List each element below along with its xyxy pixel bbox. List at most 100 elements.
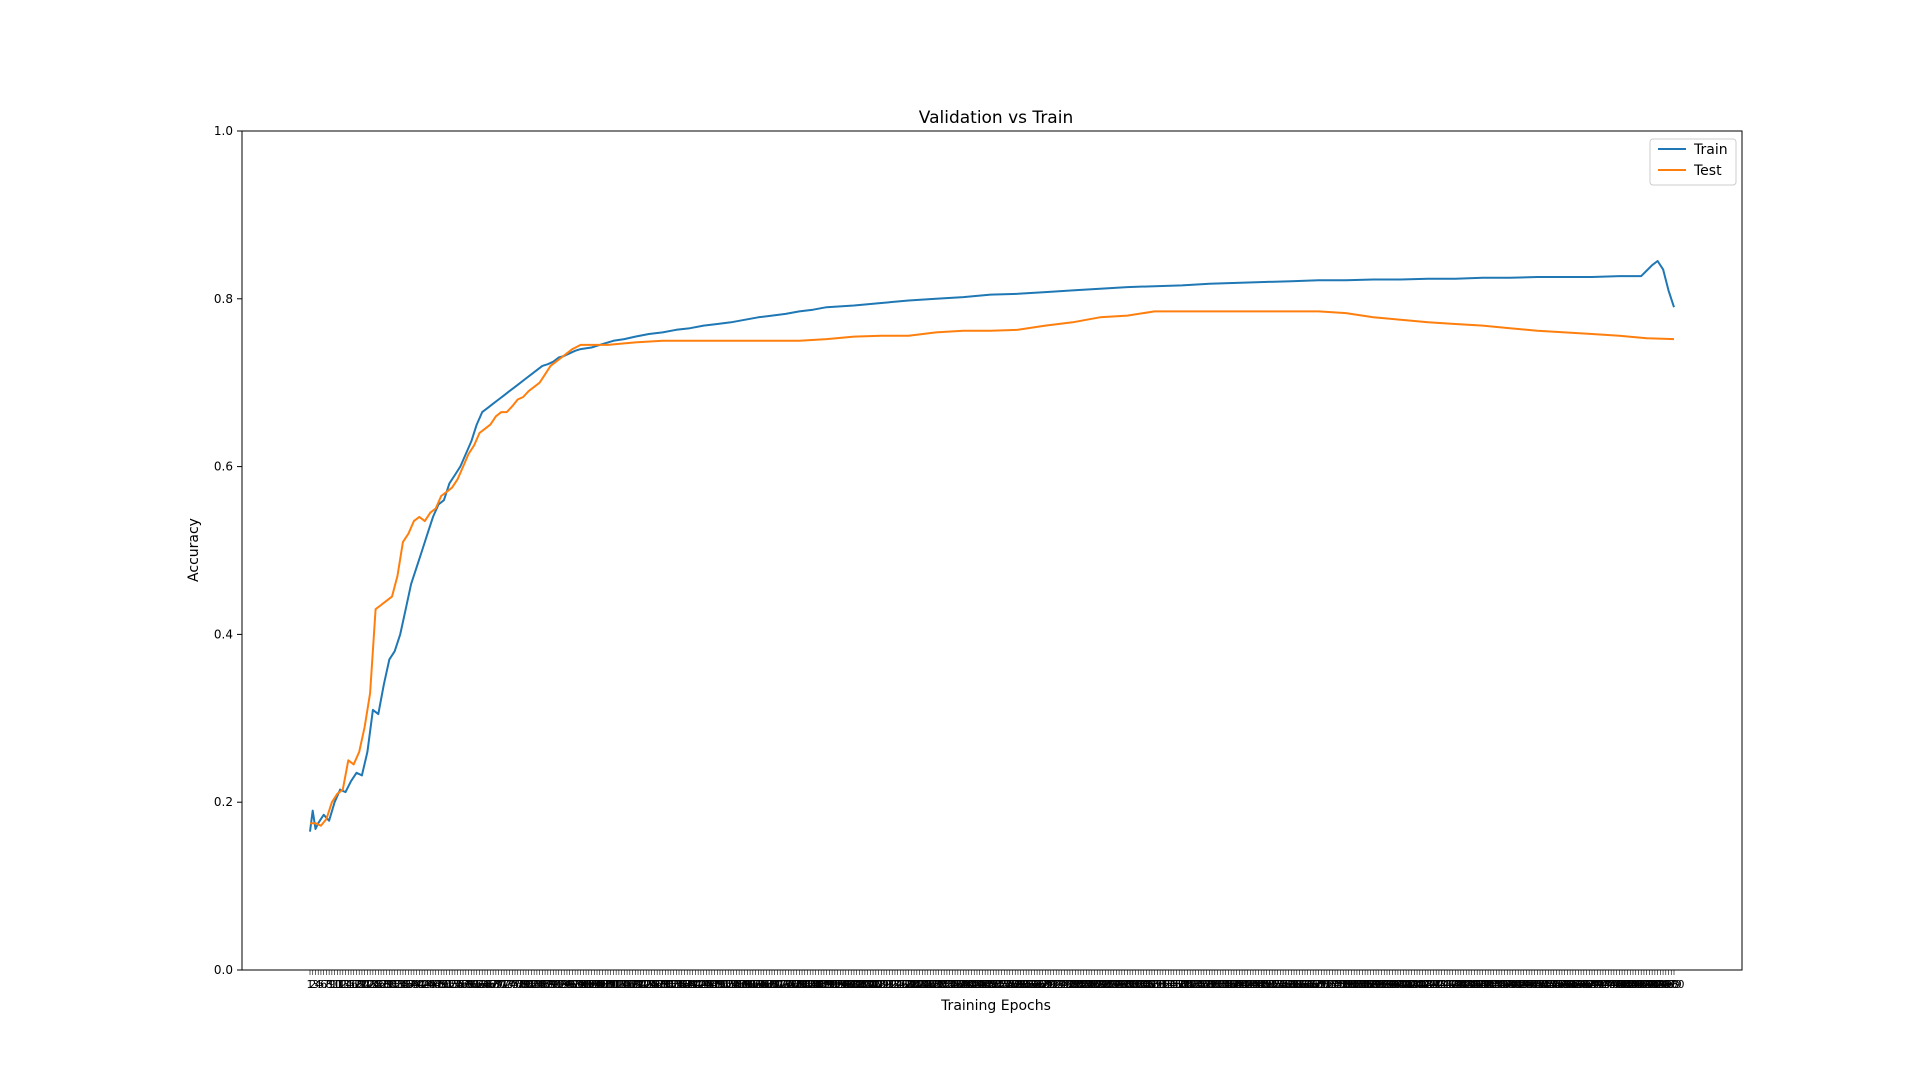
x-tick-label: 40: [410, 978, 424, 991]
legend-train-label: Train: [1693, 142, 1728, 158]
x-tick-label: 85: [533, 978, 547, 991]
x-tick-label: 179: [786, 978, 807, 991]
x-tick-label: 278: [1057, 978, 1078, 991]
x-tick-label: 332: [1204, 978, 1225, 991]
x-tick-label: 462: [1560, 978, 1581, 991]
x-tick-label: 358: [1275, 978, 1296, 991]
x-tick-label: 259: [1005, 978, 1026, 991]
x-tick-label: 24: [366, 978, 380, 991]
x-tick-label: 444: [1510, 978, 1531, 991]
x-tick-label: 11: [330, 978, 344, 991]
x-tick-label: 413: [1426, 978, 1447, 991]
x-tick-label: 498: [1658, 978, 1679, 991]
x-tick-label: 229: [923, 978, 944, 991]
x-tick-label: 193: [824, 978, 845, 991]
x-tick-label: 161: [737, 978, 758, 991]
x-tick-label: 345: [1240, 978, 1261, 991]
x-tick-label: 122: [630, 978, 651, 991]
x-tick-label: 133: [660, 978, 681, 991]
x-tick-label: 80: [519, 978, 533, 991]
x-tick-label: 440: [1499, 978, 1520, 991]
x-tick-label: 262: [1013, 978, 1034, 991]
x-tick-label: 264: [1018, 978, 1039, 991]
x-tick-label: 285: [1076, 978, 1097, 991]
x-tick-label: 98: [568, 978, 582, 991]
x-tick-label: 329: [1196, 978, 1217, 991]
x-tick-label: 295: [1103, 978, 1124, 991]
x-tick-label: 464: [1565, 978, 1586, 991]
x-tick-label: 469: [1579, 978, 1600, 991]
x-tick-label: 30: [382, 978, 396, 991]
x-tick-label: 445: [1513, 978, 1534, 991]
x-tick-label: 66: [481, 978, 495, 991]
x-tick-label: 365: [1294, 978, 1315, 991]
x-tick-label: 160: [734, 978, 755, 991]
x-tick-label: 302: [1122, 978, 1143, 991]
y-tick-label: 0.0: [214, 963, 233, 977]
x-tick-label: 381: [1338, 978, 1359, 991]
x-tick-label: 293: [1098, 978, 1119, 991]
x-tick-label: 255: [994, 978, 1015, 991]
x-tick-label: 17: [347, 978, 361, 991]
x-tick-label: 14: [339, 978, 353, 991]
x-tick-label: 309: [1141, 978, 1162, 991]
x-tick-label: 46: [426, 978, 440, 991]
x-tick-label: 91: [549, 978, 563, 991]
x-tick-label: 253: [988, 978, 1009, 991]
x-tick-label: 370: [1308, 978, 1329, 991]
x-tick-label: 405: [1404, 978, 1425, 991]
x-tick-label: 56: [453, 978, 467, 991]
x-tick-label: 334: [1210, 978, 1231, 991]
x-tick-label: 446: [1516, 978, 1537, 991]
x-tick-label: 132: [658, 978, 679, 991]
x-tick-label: 352: [1259, 978, 1280, 991]
x-tick-label: 197: [835, 978, 856, 991]
x-tick-label: 125: [638, 978, 659, 991]
x-tick-label: 136: [669, 978, 690, 991]
x-tick-label: 49: [434, 978, 448, 991]
x-tick-label: 319: [1169, 978, 1190, 991]
x-tick-label: 436: [1489, 978, 1510, 991]
x-tick-label: 269: [1032, 978, 1053, 991]
x-tick-label: 77: [511, 978, 525, 991]
x-tick-label: 427: [1464, 978, 1485, 991]
x-tick-label: 117: [617, 978, 638, 991]
x-tick-label: 292: [1095, 978, 1116, 991]
x-tick-label: 400: [1390, 978, 1411, 991]
x-tick-label: 143: [688, 978, 709, 991]
x-tick-label: 16: [344, 978, 358, 991]
x-tick-label: 202: [849, 978, 870, 991]
x-tick-label: 499: [1661, 978, 1682, 991]
x-tick-label: 175: [775, 978, 796, 991]
x-tick-label: 291: [1092, 978, 1113, 991]
x-tick-label: 478: [1603, 978, 1624, 991]
x-tick-label: 361: [1284, 978, 1305, 991]
x-tick-label: 51: [440, 978, 454, 991]
x-tick-label: 315: [1158, 978, 1179, 991]
x-tick-label: 362: [1286, 978, 1307, 991]
x-axis-ticks: 1234567891011121314151617181920212223242…: [307, 970, 1685, 991]
x-tick-label: 494: [1647, 978, 1668, 991]
x-tick-label: 22: [360, 978, 374, 991]
x-tick-label: 279: [1059, 978, 1080, 991]
x-tick-label: 320: [1171, 978, 1192, 991]
x-tick-label: 146: [696, 978, 717, 991]
x-tick-label: 19: [352, 978, 366, 991]
x-tick-label: 288: [1084, 978, 1105, 991]
x-tick-label: 356: [1270, 978, 1291, 991]
x-tick-label: 491: [1639, 978, 1660, 991]
x-tick-label: 61: [467, 978, 481, 991]
x-tick-label: 273: [1043, 978, 1064, 991]
x-tick-label: 357: [1273, 978, 1294, 991]
x-tick-label: 147: [699, 978, 720, 991]
x-tick-label: 42: [415, 978, 429, 991]
x-tick-label: 200: [843, 978, 864, 991]
x-tick-label: 454: [1538, 978, 1559, 991]
x-tick-label: 141: [682, 978, 703, 991]
y-tick-label: 0.6: [214, 460, 233, 474]
x-tick-label: 180: [789, 978, 810, 991]
x-tick-label: 248: [975, 978, 996, 991]
x-tick-label: 484: [1620, 978, 1641, 991]
axes-frame: [241, 130, 1743, 971]
